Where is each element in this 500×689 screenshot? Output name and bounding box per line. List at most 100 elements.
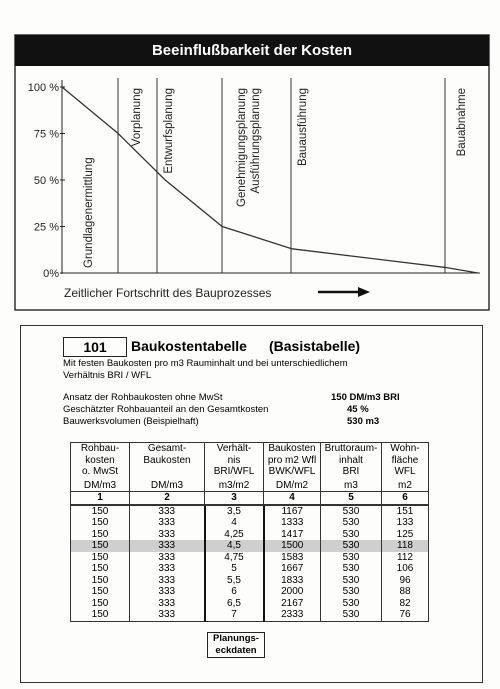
header-row: Rohbau-kosten o. MwSt DM/m3 Gesamt- Baukoste… [70, 442, 429, 492]
table-row: 150 333 4 1333 530 133 [70, 517, 429, 529]
header-lines: Baukosten pro m2 Wfl BWK/WFL [266, 443, 318, 478]
table-cell: 2167 [263, 597, 321, 609]
header-line: pro m2 Wfl [267, 454, 317, 466]
param-row: Geschätzter Rohbauanteil an den Gesamtko… [63, 404, 443, 416]
chart-title: Beeinflußbarkeit der Kosten [152, 42, 352, 59]
table-cell: 4,25 [203, 528, 265, 540]
header-unit: DM/m3 [83, 479, 117, 491]
x-axis-label: Zeitlicher Fortschritt des Bauprozesses [64, 286, 271, 300]
table-cell: 6,5 [203, 597, 265, 609]
table-cell: 333 [129, 528, 205, 540]
table-cell: 150 [70, 563, 130, 575]
header-lines: Bruttoraum-inhalt BRI [323, 443, 379, 478]
header-unit: m3/m2 [218, 479, 250, 491]
header-line: o. MwSt [81, 466, 119, 477]
header-stack: Baukosten pro m2 Wfl BWK/WFL DM/m2 [266, 443, 318, 491]
table-cell: 6 [203, 586, 265, 598]
header-line: fläche [391, 454, 419, 466]
table-cell: 133 [381, 517, 429, 529]
header-line: kosten [85, 454, 115, 466]
table-cell: 4 [203, 517, 265, 529]
table-cell: 2000 [263, 586, 321, 598]
phase-label: Vorplanung [131, 88, 143, 146]
table-cell: 88 [381, 586, 429, 598]
table-cell: 150 [70, 586, 130, 598]
phase-label: Ausführungsplanung [250, 88, 262, 194]
table-cell: 530 [320, 528, 382, 540]
table-cell: 5,5 [203, 574, 265, 586]
footer-line: Planungs- [213, 633, 259, 644]
param-row: Bauwerksvolumen (Beispielhaft) 530 m3 [63, 416, 443, 428]
column-number: 5 [320, 491, 382, 506]
param-label: Geschätzter Rohbauanteil an den Gesamtko… [63, 404, 269, 415]
table-row: 150 333 6,5 2167 530 82 [70, 597, 429, 609]
subtitle: Mit festen Baukosten pro m3 Rauminhalt u… [63, 358, 348, 382]
table-cell: 530 [320, 504, 382, 517]
header-lines: Gesamt- Baukosten [132, 443, 202, 466]
table-cell: 150 [70, 574, 130, 586]
header-line: Verhält- [216, 443, 252, 454]
column-number: 1 [70, 491, 130, 506]
table-row: 150 333 4,25 1417 530 125 [70, 528, 429, 540]
y-tick-label: 75 % [34, 129, 59, 141]
param-value: 150 DM/m3 BRI [331, 392, 400, 403]
table-cell: 530 [320, 609, 382, 622]
header-stack: Bruttoraum-inhalt BRI m3 [323, 443, 379, 491]
header-cell: Rohbau-kosten o. MwSt DM/m3 [70, 442, 130, 492]
phase-label: Genehmigungsplanung [236, 88, 248, 207]
header-line: WFL [394, 466, 416, 477]
table-cell: 333 [129, 574, 205, 586]
column-number: 3 [204, 491, 264, 506]
table-card: 101 Baukostentabelle (Basistabelle) Mit … [20, 325, 483, 683]
table-cell: 1417 [263, 528, 321, 540]
arrow-head [358, 287, 370, 297]
param-value: 45 % [347, 404, 369, 415]
footer-note: Planungs-eckdaten [207, 632, 265, 658]
table-cell: 530 [320, 597, 382, 609]
table-cell: 530 [320, 551, 382, 563]
param-label: Ansatz der Rohbaukosten ohne MwSt [63, 392, 223, 403]
table-cell: 333 [129, 563, 205, 575]
subtitle-line: Mit festen Baukosten pro m3 Rauminhalt u… [63, 358, 348, 369]
table-cell: 76 [381, 609, 429, 622]
header-cell: Bruttoraum-inhalt BRI m3 [320, 442, 382, 492]
header-lines: Wohn-fläche WFL [384, 443, 426, 478]
table-cell: 150 [70, 517, 130, 529]
column-number: 6 [381, 491, 429, 506]
table-cell: 5 [203, 563, 265, 575]
header-stack: Verhält-nis BRI/WFL m3/m2 [207, 443, 261, 491]
table-number: 101 [63, 337, 127, 357]
header-line: BRI [342, 466, 360, 477]
phase-label: Bauausführung [297, 88, 309, 166]
param-label: Bauwerksvolumen (Beispielhaft) [63, 416, 199, 427]
table-title: Baukostentabelle [131, 338, 247, 354]
table-cell: 333 [129, 551, 205, 563]
y-tick-label: 50 % [34, 175, 59, 187]
table-cell: 125 [381, 528, 429, 540]
table-row: 150 333 4,5 1500 530 118 [70, 540, 429, 552]
y-tick-label: 25 % [34, 222, 59, 234]
table-cell: 4,75 [203, 551, 265, 563]
header-lines: Verhält-nis BRI/WFL [207, 443, 261, 478]
table-title-suffix: (Basistabelle) [269, 338, 361, 354]
table-cell: 530 [320, 563, 382, 575]
header-line: Bruttoraum- [324, 443, 378, 454]
header-stack: Gesamt- Baukosten DM/m3 [132, 443, 202, 491]
y-tick-label: 0% [43, 268, 59, 280]
chart: Beeinflußbarkeit der Kosten Zeitlicher F… [14, 34, 490, 311]
header-unit: DM/m3 [150, 479, 184, 491]
column-number: 2 [129, 491, 205, 506]
table-cell: 150 [70, 551, 130, 563]
table-cell: 333 [129, 609, 205, 622]
table-cell: 150 [70, 504, 130, 517]
header-stack: Rohbau-kosten o. MwSt DM/m3 [73, 443, 127, 491]
table-cell: 112 [381, 551, 429, 563]
table-cell: 1833 [263, 574, 321, 586]
table-cell: 151 [381, 504, 429, 517]
params: Ansatz der Rohbaukosten ohne MwSt 150 DM/… [63, 392, 443, 428]
header-line: Rohbau- [80, 443, 120, 454]
header-stack: Wohn-fläche WFL m2 [384, 443, 426, 491]
table-cell: 1167 [263, 504, 321, 517]
table-cell: 150 [70, 609, 130, 622]
